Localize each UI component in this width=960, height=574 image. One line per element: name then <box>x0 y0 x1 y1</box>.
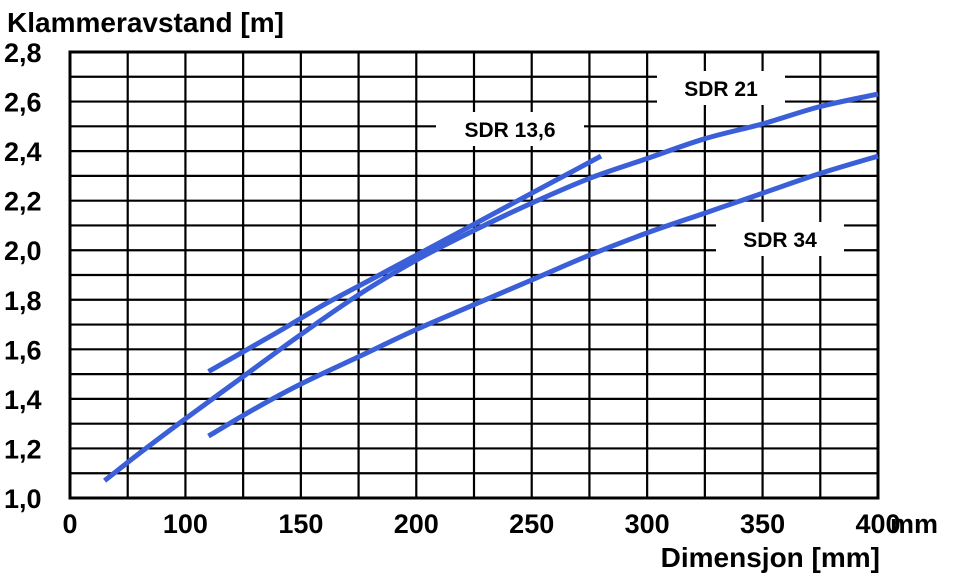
x-tick-label: 300 <box>625 509 670 539</box>
x-tick-label: 0 <box>62 509 77 539</box>
y-tick-label: 1,4 <box>4 385 42 415</box>
series-line <box>207 153 879 439</box>
x-axis-unit: mm <box>890 509 938 539</box>
y-axis-title: Klammeravstand [m] <box>7 7 284 38</box>
series-line <box>207 153 603 374</box>
series-label: SDR 13,6 <box>464 119 555 142</box>
y-tick-label: 2,0 <box>4 236 42 266</box>
y-tick-label: 2,4 <box>4 137 42 167</box>
y-tick-label: 2,6 <box>4 88 42 118</box>
x-tick-label: 400 <box>855 509 900 539</box>
x-axis-title: Dimensjon [mm] <box>661 542 880 573</box>
y-tick-label: 1,8 <box>4 286 42 316</box>
y-tick-label: 1,6 <box>4 335 42 365</box>
y-tick-label: 2,2 <box>4 187 42 217</box>
series-line <box>103 91 879 483</box>
series-label: SDR 21 <box>684 78 758 101</box>
y-tick-label: 2,8 <box>4 38 42 68</box>
y-tick-label: 1,0 <box>4 484 42 514</box>
x-tick-label: 350 <box>740 509 785 539</box>
y-tick-label: 1,2 <box>4 434 42 464</box>
x-tick-label: 200 <box>394 509 439 539</box>
tick-labels: 1,0 1,2 1,4 1,6 1,8 2,0 2,2 2,4 2,6 2,8 0 100 150 200… <box>4 38 901 539</box>
series-label-box <box>436 112 584 146</box>
x-tick-label: 250 <box>509 509 554 539</box>
plot-frame <box>68 50 880 500</box>
series-label-box <box>716 222 844 256</box>
x-tick-label: 100 <box>163 509 208 539</box>
series-labels: SDR 13,6 SDR 21 SDR 34 <box>436 71 844 256</box>
x-tick-label: 150 <box>278 509 323 539</box>
series-label-box <box>657 71 785 105</box>
series-lines <box>103 91 879 483</box>
series-label: SDR 34 <box>743 229 817 252</box>
